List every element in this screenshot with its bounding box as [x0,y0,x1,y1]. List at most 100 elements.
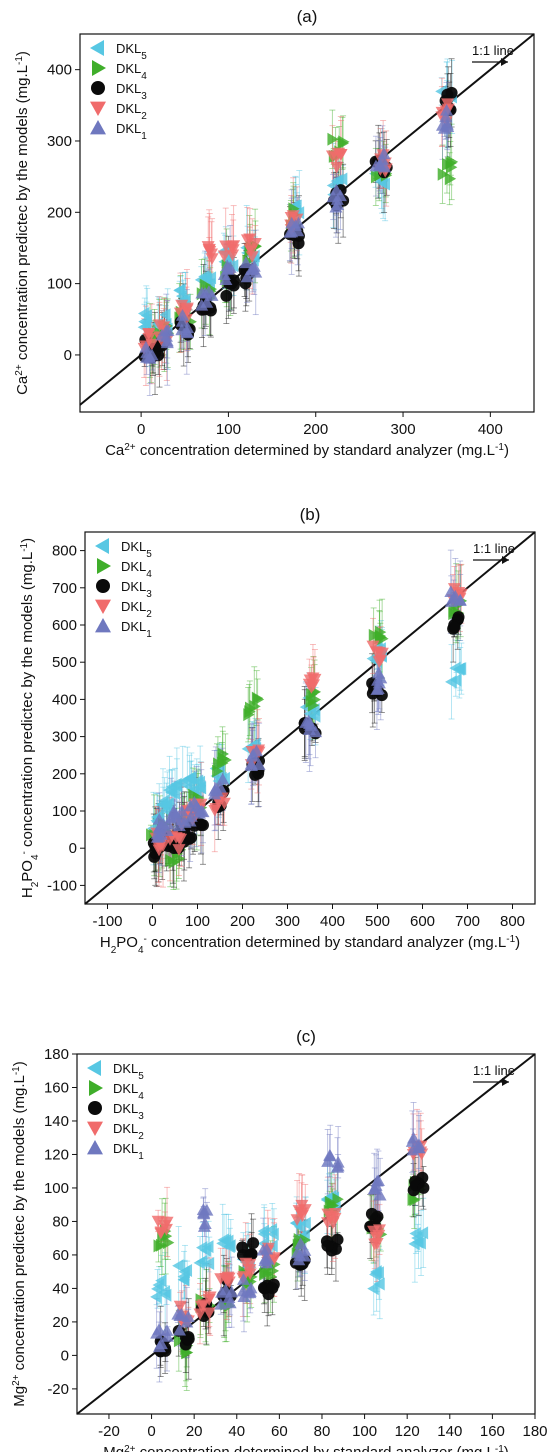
y-tick-label: 100 [52,803,77,820]
point-DKL1 [329,200,343,213]
y-tick-label: 100 [47,276,72,293]
legend-label-DKL2: DKL2 [121,599,152,620]
point-DKL1 [183,814,197,827]
plot-frame-3 [76,1053,536,1415]
legend-label-DKL1: DKL1 [121,619,152,640]
point-DKL2 [173,1300,187,1313]
point-DKL1 [309,725,323,738]
point-DKL2 [203,245,217,258]
legend-marker-DKL3 [88,1101,102,1115]
point-DKL1 [202,285,216,297]
point-DKL1 [294,1237,308,1249]
point-DKL2 [243,1268,257,1281]
x-tick-label: 500 [365,913,390,930]
point-DKL1 [181,321,195,334]
legend-marker-DKL1 [90,120,106,135]
point-DKL1 [372,666,386,679]
point-DKL4 [446,155,459,169]
point-DKL5 [373,1277,385,1291]
point-DKL3 [365,1207,378,1220]
point-DKL1 [196,1203,210,1215]
point-DKL2 [239,1257,253,1270]
point-DKL1 [172,819,186,832]
point-DKL1 [299,716,313,728]
point-DKL4 [332,1192,344,1206]
x-tick-label: 160 [480,1423,505,1440]
x-axis-title-2: H2PO4- concentration determined by stand… [100,934,520,956]
legend-label-DKL5: DKL5 [121,539,152,560]
y-tick-label: 140 [44,1113,69,1130]
point-DKL1 [222,1291,236,1303]
point-DKL1 [323,1149,337,1162]
x-tick-label: 0 [148,913,156,930]
x-tick-label: 60 [271,1423,288,1440]
point-DKL3 [417,1181,430,1194]
point-DKL1 [161,324,175,336]
point-DKL2 [245,251,259,263]
legend-label-DKL3: DKL3 [116,81,147,102]
point-DKL3 [247,1237,260,1250]
point-DKL3 [220,289,233,302]
point-DKL1 [194,804,208,817]
x-tick-label: 40 [228,1423,245,1440]
point-DKL4 [249,699,261,713]
y-tick-label: 500 [52,654,77,671]
point-DKL1 [245,749,259,762]
point-DKL1 [214,1297,228,1310]
point-DKL1 [333,189,347,202]
point-DKL5 [453,662,466,676]
point-DKL4 [437,167,450,181]
point-DKL2 [368,1238,382,1251]
y-tick-label: 600 [52,617,77,634]
point-DKL1 [213,780,227,793]
point-DKL1 [154,828,168,840]
legend-marker-DKL5 [95,538,109,554]
point-DKL5 [265,1223,278,1237]
point-DKL1 [377,147,391,160]
point-DKL4 [327,132,339,146]
legend-marker-DKL5 [90,40,104,56]
y-tick-label: 80 [52,1213,69,1230]
point-DKL1 [291,224,305,237]
x-tick-label: 180 [522,1423,547,1440]
point-DKL4 [173,1334,186,1348]
point-DKL2 [328,1208,342,1220]
point-DKL5 [414,1236,426,1250]
legend-marker-DKL5 [87,1060,101,1076]
point-DKL1 [215,1286,229,1298]
y-tick-label: 200 [52,766,77,783]
point-DKL4 [217,756,229,770]
legend-marker-DKL2 [95,599,111,614]
point-DKL2 [267,1254,281,1267]
point-DKL2 [441,98,455,111]
point-DKL4 [448,604,461,618]
point-DKL1 [139,340,153,353]
point-DKL4 [444,172,457,186]
point-DKL1 [440,103,454,116]
x-axis-title-1: Ca2+ concentration determined by standar… [105,442,509,460]
point-DKL2 [307,679,321,692]
point-DKL1 [369,1179,383,1191]
point-DKL5 [335,172,348,186]
point-DKL1 [176,308,190,321]
point-DKL3 [445,86,458,99]
series-DKL1 [150,585,467,843]
x-tick-label: 80 [314,1423,331,1440]
markers-2 [146,583,468,869]
point-DKL5 [194,780,206,794]
point-DKL1 [152,1323,166,1335]
one-to-one-arrow-head [501,58,508,66]
point-DKL4 [375,630,387,644]
markers-3 [150,1131,430,1360]
point-DKL4 [409,1193,421,1207]
legend-label-DKL3: DKL3 [113,1101,144,1122]
point-DKL2 [369,646,383,658]
y-tick-label: 400 [47,62,72,79]
point-DKL1 [173,1309,187,1321]
point-DKL1 [252,758,266,770]
point-DKL1 [155,328,169,341]
point-DKL4 [188,788,200,802]
y-tick-label: -20 [47,1381,69,1398]
point-DKL1 [160,336,174,349]
plot-frame-2 [84,531,536,905]
